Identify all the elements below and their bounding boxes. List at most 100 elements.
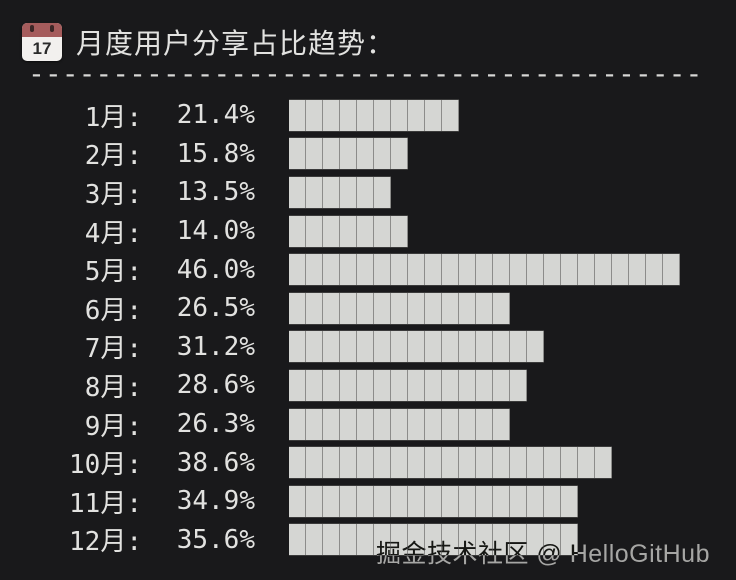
bar-segment — [476, 254, 493, 286]
chart-row: 4月: 14.0% — [30, 212, 720, 251]
month-label: 1月: — [84, 102, 142, 133]
bar-segment — [510, 485, 527, 517]
bar-segment — [425, 408, 442, 440]
bar — [289, 137, 408, 171]
bar-segment — [323, 369, 340, 401]
bar-segment — [493, 292, 510, 324]
bar-segment — [476, 485, 493, 517]
month-label: 3月: — [84, 179, 142, 210]
chart-row: 10月: 38.6% — [30, 443, 720, 482]
bar-segment — [425, 331, 442, 363]
bar — [289, 214, 408, 248]
bar-segment — [459, 369, 476, 401]
bar-segment — [391, 138, 408, 170]
bar-segment — [374, 215, 391, 247]
bar — [289, 98, 459, 132]
bar-segment — [510, 369, 527, 401]
bar-segment — [340, 215, 357, 247]
calendar-pin-icon — [50, 25, 54, 32]
chart-rows: 1月: 21.4% 2月: 15.8% 3月: 13.5% 4月: 14.0% 5月: 46.0%… — [30, 96, 720, 559]
bar-segment — [323, 215, 340, 247]
bar-segment — [391, 369, 408, 401]
bar-segment — [527, 331, 544, 363]
bar-segment — [306, 524, 323, 556]
bar — [289, 407, 510, 441]
bar-segment — [357, 292, 374, 324]
percent-value: 14.0% — [176, 216, 255, 247]
bar-segment — [442, 485, 459, 517]
bar-segment — [306, 447, 323, 479]
bar-segment — [306, 138, 323, 170]
bar-segment — [306, 254, 323, 286]
bar-segment — [493, 485, 510, 517]
bar-segment — [425, 369, 442, 401]
month-label: 4月: — [84, 218, 142, 249]
bar-segment — [323, 99, 340, 131]
chart-row: 6月: 26.5% — [30, 289, 720, 328]
bar — [289, 484, 578, 518]
bar — [289, 175, 391, 209]
bar-segment — [510, 254, 527, 286]
chart-row: 9月: 26.3% — [30, 405, 720, 444]
percent-value: 15.8% — [176, 138, 255, 169]
bar-segment — [493, 408, 510, 440]
bar-segment — [391, 485, 408, 517]
bar-segment — [442, 292, 459, 324]
bar-segment — [408, 331, 425, 363]
bar-segment — [289, 447, 306, 479]
bar-segment — [340, 369, 357, 401]
bar-segment — [357, 176, 374, 208]
bar-segment — [306, 292, 323, 324]
bar-segment — [391, 408, 408, 440]
bar-segment — [289, 331, 306, 363]
bar-segment — [374, 138, 391, 170]
bar-segment — [289, 369, 306, 401]
bar-segment — [374, 408, 391, 440]
bar-segment — [340, 138, 357, 170]
bar-segment — [663, 254, 680, 286]
bar-segment — [578, 447, 595, 479]
bar-segment — [527, 254, 544, 286]
bar-segment — [442, 254, 459, 286]
bar-segment — [391, 331, 408, 363]
watermark-text: 掘金技术社区 @ HelloGitHub — [375, 540, 710, 568]
bar-segment — [391, 254, 408, 286]
bar-segment — [425, 485, 442, 517]
bar-segment — [408, 485, 425, 517]
month-label: 2月: — [84, 141, 142, 172]
bar-segment — [323, 524, 340, 556]
month-label: 11月: — [69, 488, 142, 519]
percent-value: 34.9% — [176, 486, 255, 517]
bar-segment — [510, 331, 527, 363]
bar-segment — [306, 215, 323, 247]
bar-segment — [527, 485, 544, 517]
bar — [289, 253, 680, 287]
bar-segment — [442, 524, 459, 556]
bar-segment — [357, 215, 374, 247]
bar-segment — [306, 369, 323, 401]
bar-segment — [408, 292, 425, 324]
bar-segment — [459, 447, 476, 479]
calendar-day-number: 17 — [32, 39, 52, 58]
bar-segment — [527, 447, 544, 479]
bar-segment — [357, 331, 374, 363]
bar-segment — [629, 254, 646, 286]
bar-segment — [425, 254, 442, 286]
bar-segment — [340, 408, 357, 440]
chart-row: 5月: 46.0% — [30, 250, 720, 289]
bar-segment — [459, 292, 476, 324]
bar-segment — [340, 176, 357, 208]
month-label: 8月: — [84, 372, 142, 403]
bar-segment — [391, 215, 408, 247]
bar — [289, 330, 544, 364]
bar-segment — [425, 524, 442, 556]
bar-segment — [561, 447, 578, 479]
bar-segment — [544, 254, 561, 286]
percent-value: 13.5% — [176, 177, 255, 208]
bar-segment — [374, 292, 391, 324]
percent-value: 28.6% — [176, 370, 255, 401]
bar-segment — [306, 408, 323, 440]
bar-segment — [323, 331, 340, 363]
chart-row: 11月: 34.9% — [30, 482, 720, 521]
bar-segment — [357, 524, 374, 556]
